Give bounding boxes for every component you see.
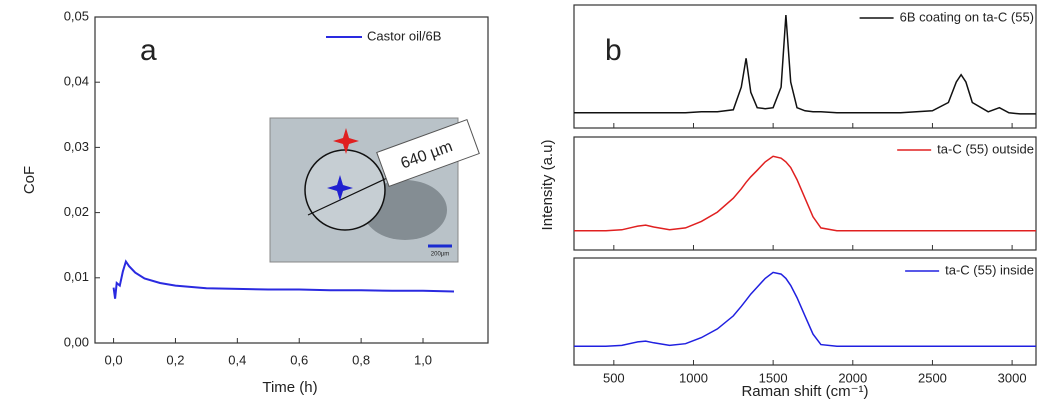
legend-label: ta-C (55) inside: [945, 262, 1034, 277]
panel-label: b: [605, 34, 622, 67]
y-tick-label: 0,04: [64, 74, 89, 89]
x-tick-label: 1000: [679, 370, 708, 385]
x-tick-label: 2000: [838, 370, 867, 385]
x-tick-label: 3000: [998, 370, 1027, 385]
spectrum-line: [574, 14, 1036, 115]
panel-label: a: [140, 34, 157, 67]
x-tick-label: 0,4: [228, 352, 246, 367]
x-tick-label: 500: [603, 370, 625, 385]
spectrum-line: [574, 271, 1036, 348]
data-line: [112, 259, 455, 299]
legend-label: Castor oil/6B: [367, 28, 441, 43]
y-tick-label: 0,00: [64, 334, 89, 349]
plot-frame: [573, 136, 1037, 251]
x-tick-label: 1500: [759, 370, 788, 385]
inset-micrograph: 640 µm 200µm: [269, 117, 480, 263]
x-axis-label: Time (h): [262, 379, 317, 396]
y-tick-label: 0,01: [64, 269, 89, 284]
plot-frame: [94, 16, 489, 344]
y-tick-label: 0,05: [64, 8, 89, 23]
y-axis-label: Intensity (a.u): [539, 140, 556, 231]
legend-label: 6B coating on ta-C (55): [900, 9, 1034, 24]
x-tick-label: 0,0: [105, 352, 123, 367]
plot-frame: [573, 257, 1037, 366]
x-tick-label: 0,8: [352, 352, 370, 367]
scale-bar-label: 200µm: [431, 252, 449, 258]
x-tick-label: 1,0: [414, 352, 432, 367]
x-tick-label: 2500: [918, 370, 947, 385]
y-tick-label: 0,03: [64, 139, 89, 154]
x-tick-label: 0,2: [166, 352, 184, 367]
x-tick-label: 0,6: [290, 352, 308, 367]
plot-frame: [573, 4, 1037, 129]
legend-label: ta-C (55) outside: [937, 141, 1034, 156]
spectrum-line: [574, 155, 1036, 232]
y-axis-label: CoF: [21, 166, 38, 194]
x-axis-label: Raman shift (cm⁻¹): [741, 383, 868, 400]
y-tick-label: 0,02: [64, 204, 89, 219]
